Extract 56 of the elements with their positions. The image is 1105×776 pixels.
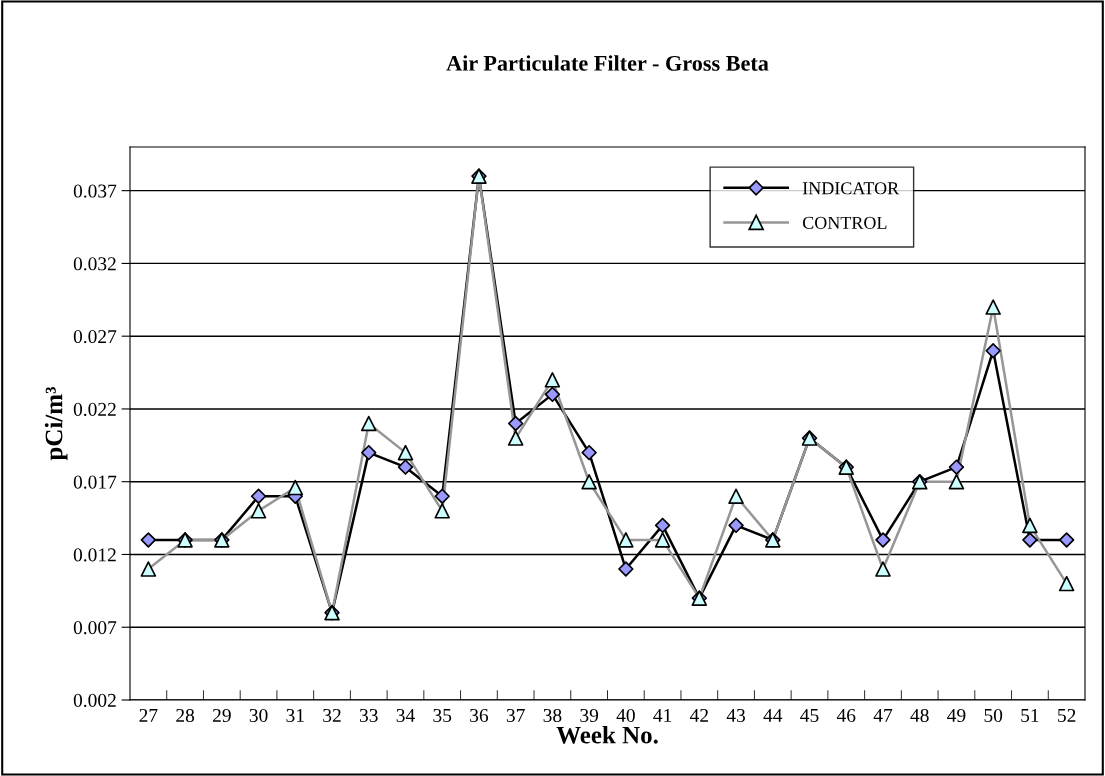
point — [654, 532, 671, 548]
point — [985, 299, 1001, 315]
y-tick-label: 0.037 — [73, 184, 117, 198]
point — [875, 561, 891, 577]
x-tick-label: 52 — [1058, 708, 1076, 723]
point — [948, 473, 965, 490]
point — [618, 532, 634, 548]
x-tick-label: 49 — [947, 708, 966, 723]
y-tick-label: 0.007 — [73, 621, 117, 635]
x-tick-label: 34 — [396, 708, 415, 723]
x-tick-label: 46 — [836, 708, 856, 723]
x-tick-label: 41 — [653, 708, 672, 722]
x-tick-label: 35 — [433, 708, 452, 723]
point — [287, 479, 304, 496]
x-tick-label: 45 — [800, 709, 819, 723]
legend-label: CONTROL — [802, 216, 887, 229]
x-tick-label: 38 — [543, 708, 562, 723]
x-tick-label: 33 — [359, 708, 378, 723]
x-tick-label: 44 — [763, 709, 783, 722]
x-tick-label: 42 — [689, 708, 708, 722]
point — [544, 372, 561, 388]
point — [507, 430, 524, 446]
x-tick-label: 32 — [323, 708, 341, 723]
point — [250, 503, 267, 519]
point — [360, 415, 377, 432]
point — [728, 488, 744, 505]
y-tick-label: 0.012 — [73, 548, 116, 562]
point — [434, 503, 450, 519]
x-tick-label: 36 — [470, 708, 489, 723]
y-axis-title: pCi/m³ — [44, 386, 68, 461]
x-tick-label: 31 — [286, 708, 304, 723]
point — [397, 444, 414, 461]
x-tick-label: 27 — [139, 708, 158, 722]
y-tick-label: 0.032 — [73, 257, 116, 271]
point — [140, 561, 157, 577]
y-tick-label: 0.022 — [73, 402, 116, 416]
x-tick-label: 30 — [249, 708, 268, 723]
x-tick-label: 50 — [984, 708, 1003, 723]
legend-label: INDICATOR — [802, 182, 900, 195]
chart-title: Air Particulate Filter - Gross Beta — [446, 55, 769, 71]
x-tick-label: 40 — [616, 708, 635, 723]
y-tick-label: 0.027 — [73, 330, 117, 344]
x-tick-label: 48 — [910, 708, 929, 723]
point — [1022, 517, 1038, 534]
x-tick-label: 37 — [506, 708, 525, 723]
x-tick-label: 51 — [1021, 708, 1039, 723]
x-tick-label: 28 — [176, 708, 195, 723]
x-axis-title: Week No. — [556, 725, 658, 744]
x-tick-label: 29 — [212, 708, 231, 723]
x-tick-label: 39 — [580, 708, 599, 723]
x-tick-label: 43 — [726, 708, 746, 723]
point — [581, 473, 597, 490]
x-tick-label: 47 — [873, 709, 893, 722]
point — [1058, 575, 1075, 592]
y-tick-label: 0.017 — [73, 475, 117, 489]
y-tick-label: 0.002 — [73, 693, 116, 708]
